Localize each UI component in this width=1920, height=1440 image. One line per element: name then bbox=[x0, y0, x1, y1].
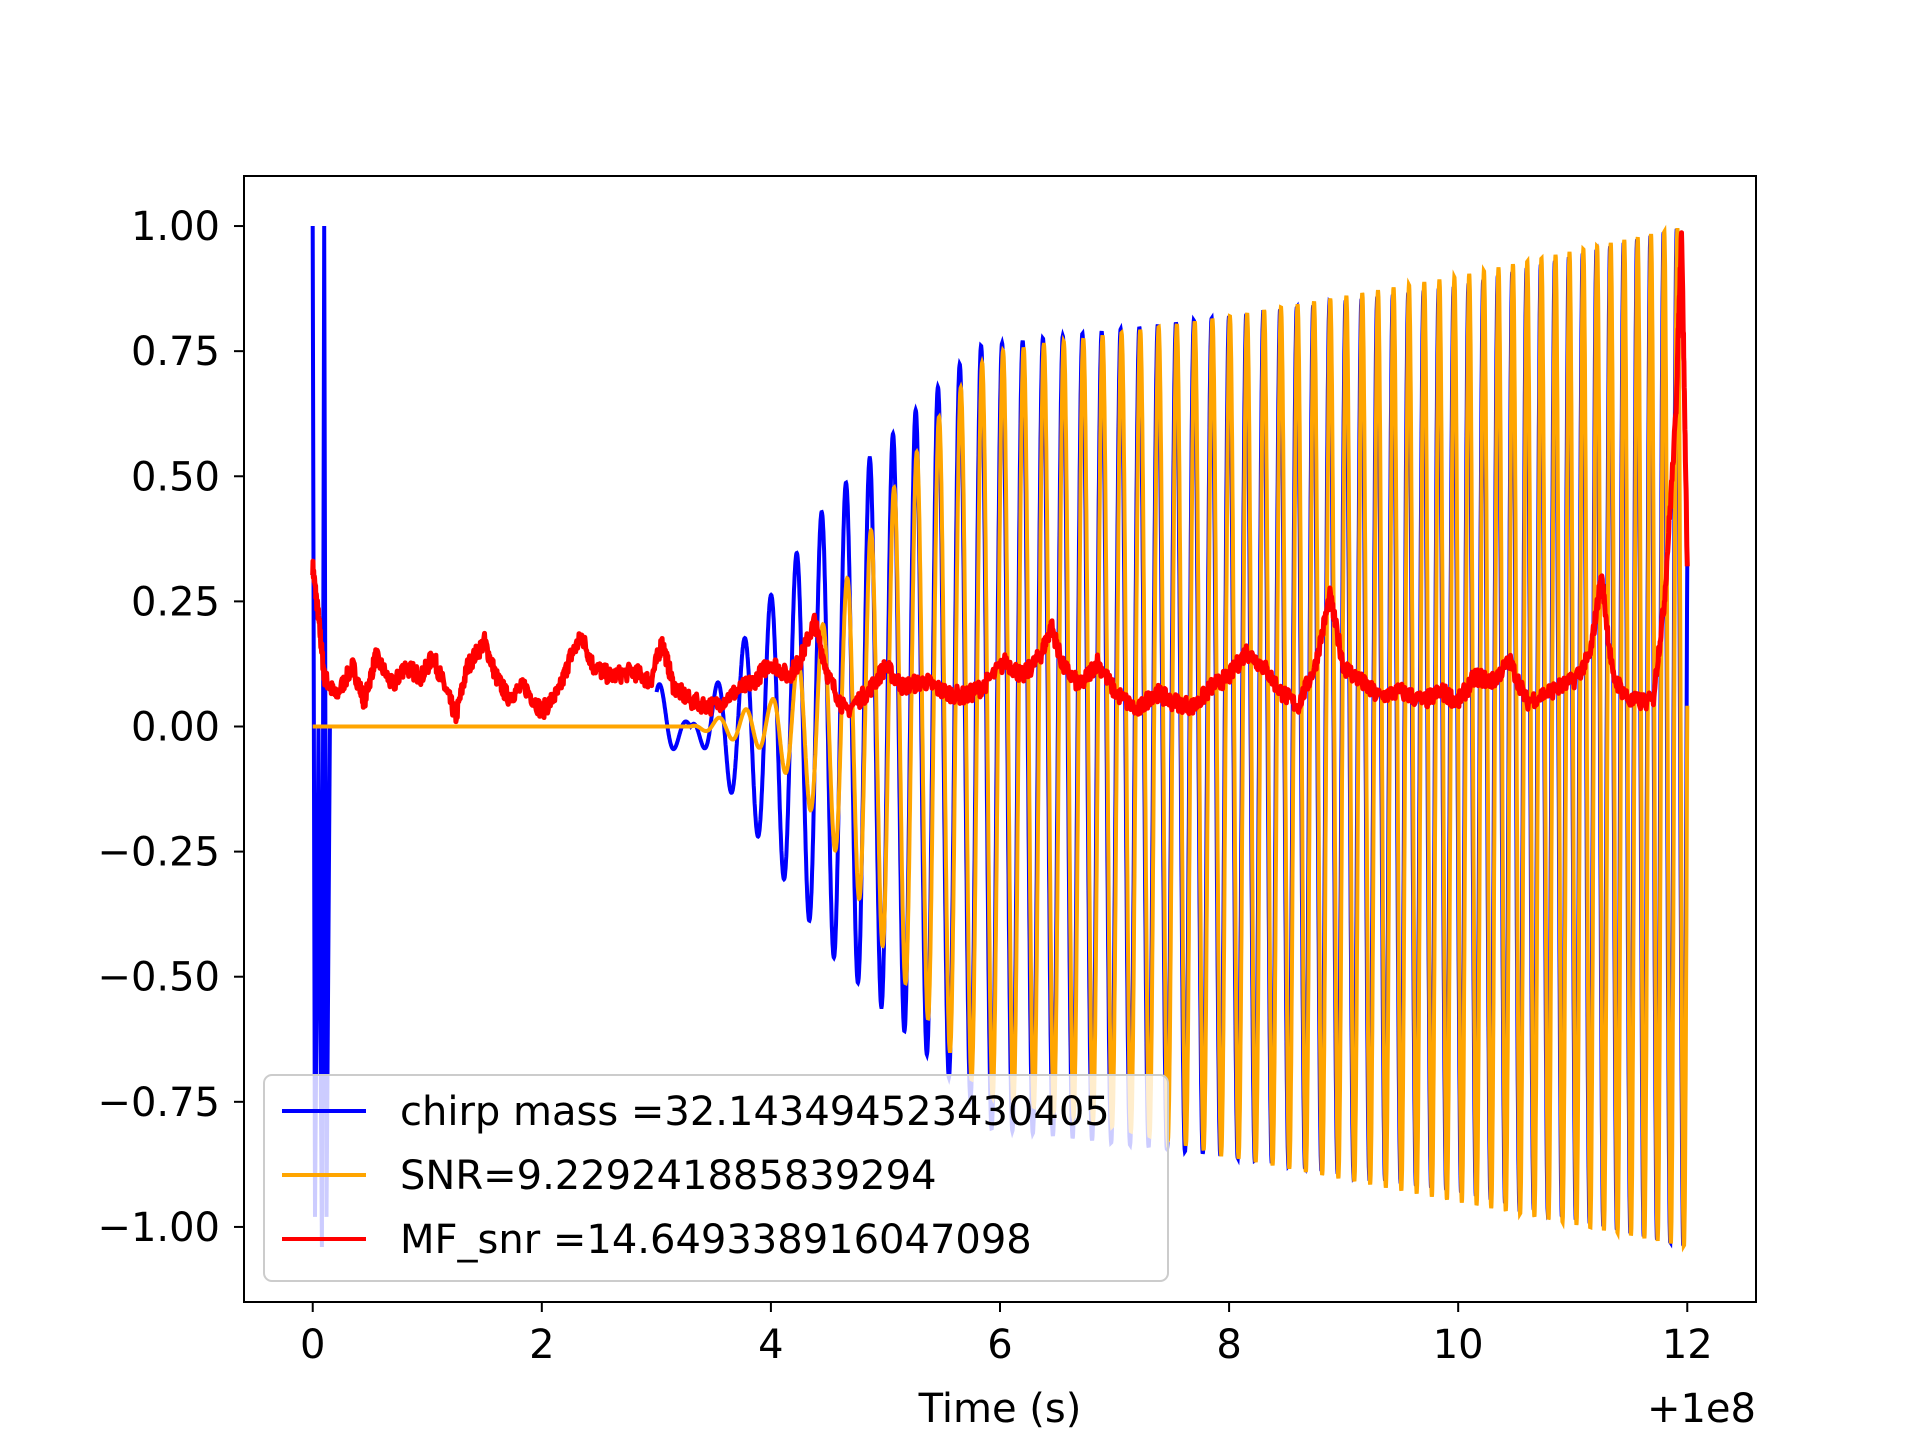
x-axis: 0 2 4 6 8 10 12 bbox=[300, 1302, 1713, 1368]
y-tick-label: −0.25 bbox=[97, 830, 220, 876]
legend-box bbox=[263, 1074, 1169, 1282]
y-tick-label: −0.75 bbox=[97, 1080, 220, 1126]
legend: chirp mass =32.143494523430405 SNR=9.229… bbox=[263, 1074, 1169, 1282]
x-tick-label: 12 bbox=[1662, 1322, 1713, 1368]
y-tick-label: 0.75 bbox=[131, 329, 220, 375]
legend-label-snr: SNR=9.229241885839294 bbox=[400, 1153, 937, 1199]
x-tick-label: 6 bbox=[987, 1322, 1012, 1368]
x-axis-label: Time (s) bbox=[918, 1386, 1082, 1432]
y-axis: 1.00 0.75 0.50 0.25 0.00 −0.25 −0.50 −0.75 −1.00 bbox=[97, 204, 244, 1251]
x-offset-label: +1e8 bbox=[1647, 1386, 1756, 1432]
y-tick-label: 0.00 bbox=[131, 704, 220, 750]
y-tick-label: 1.00 bbox=[131, 204, 220, 250]
y-tick-label: 0.25 bbox=[131, 579, 220, 625]
series-snr-line bbox=[312, 224, 1690, 1253]
x-tick-label: 8 bbox=[1216, 1322, 1241, 1368]
y-tick-label: −1.00 bbox=[97, 1205, 220, 1251]
x-tick-label: 10 bbox=[1433, 1322, 1484, 1368]
legend-label-chirp-mass: chirp mass =32.143494523430405 bbox=[400, 1089, 1110, 1135]
x-tick-label: 4 bbox=[758, 1322, 783, 1368]
y-tick-label: 0.50 bbox=[131, 454, 220, 500]
series-mf-snr-line bbox=[310, 230, 1690, 725]
x-tick-label: 2 bbox=[529, 1322, 554, 1368]
y-tick-label: −0.50 bbox=[97, 955, 220, 1001]
legend-label-mf-snr: MF_snr =14.649338916047098 bbox=[400, 1217, 1032, 1263]
x-tick-label: 0 bbox=[300, 1322, 325, 1368]
